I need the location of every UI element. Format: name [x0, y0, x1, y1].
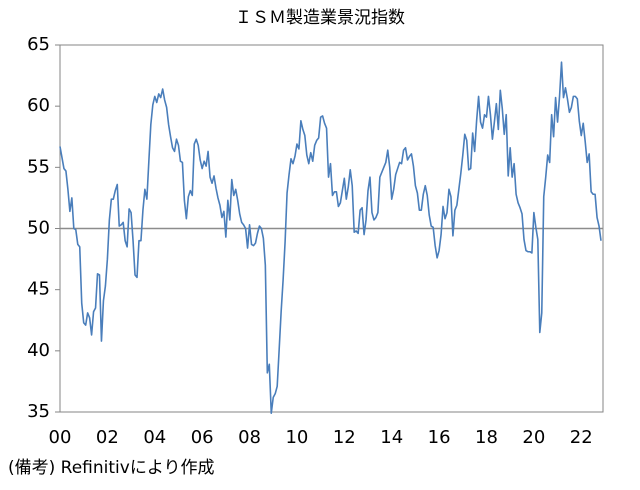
x-tick-label: 22: [570, 427, 593, 448]
y-tick-label: 50: [27, 218, 50, 239]
x-tick-label: 12: [333, 427, 356, 448]
y-tick-label: 55: [27, 156, 50, 177]
x-tick-label: 04: [143, 427, 166, 448]
note: (備考) Refinitivにより作成: [8, 458, 215, 478]
x-tick-label: 00: [49, 427, 72, 448]
x-tick-label: 06: [191, 427, 214, 448]
line: [59, 61, 602, 415]
y-tick-label: 40: [27, 340, 50, 361]
chart-title: ＩＳＭ製造業景況指数: [235, 8, 405, 28]
x-tick-label: 18: [475, 427, 498, 448]
y-tick-label: 45: [27, 279, 50, 300]
x-tick-label: 02: [96, 427, 119, 448]
x-tick-label: 10: [285, 427, 308, 448]
y-tick-label: 65: [27, 34, 50, 55]
y-tick-label: 60: [27, 95, 50, 116]
x-tick-label: 14: [380, 427, 403, 448]
x-tick-label: 08: [238, 427, 261, 448]
x-tick-label: 20: [522, 427, 545, 448]
y-tick-label: 35: [27, 401, 50, 422]
x-tick-label: 16: [428, 427, 451, 448]
